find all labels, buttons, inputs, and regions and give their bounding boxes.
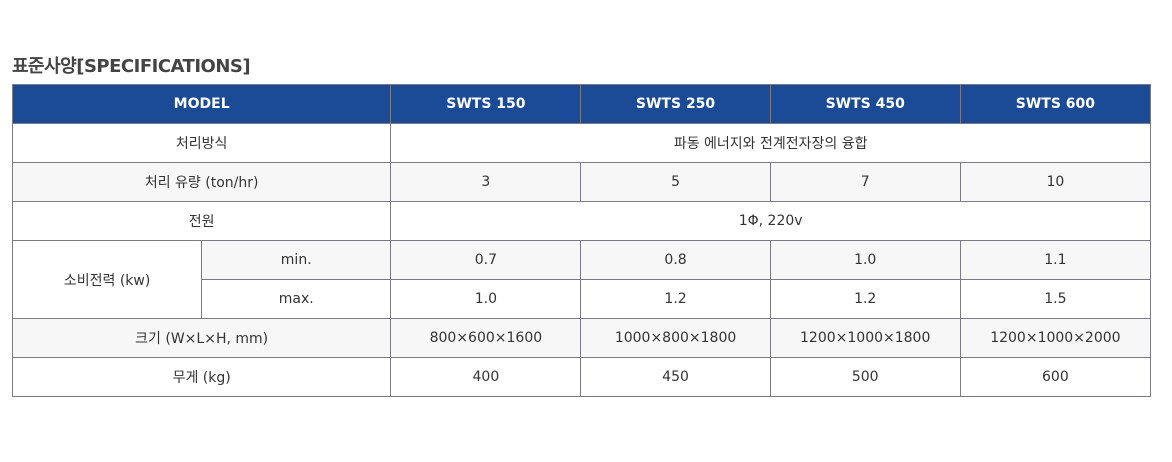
cell: 5: [580, 162, 771, 202]
cell: 800×600×1600: [390, 318, 582, 358]
cell: 1.5: [959, 279, 1152, 319]
cell: 1.2: [580, 279, 771, 319]
cell: 10: [959, 162, 1152, 202]
header-model-4: SWTS 600: [959, 84, 1152, 124]
table-row: 크기 (W×L×H, mm) 800×600×1600 1000×800×180…: [11, 318, 1152, 358]
specifications-table: MODEL SWTS 150 SWTS 250 SWTS 450 SWTS 60…: [11, 84, 1152, 397]
cell: 1000×800×1800: [580, 318, 771, 358]
cell: 1.2: [769, 279, 961, 319]
row-label: 처리 유량 (ton/hr): [11, 162, 392, 202]
row-label: 크기 (W×L×H, mm): [11, 318, 392, 358]
table-row: 무게 (kg) 400 450 500 600: [11, 357, 1152, 397]
cell: 1200×1000×2000: [959, 318, 1152, 358]
header-row: MODEL SWTS 150 SWTS 250 SWTS 450 SWTS 60…: [11, 84, 1152, 124]
header-model: MODEL: [11, 84, 392, 124]
header-model-1: SWTS 150: [390, 84, 582, 124]
cell: 1200×1000×1800: [769, 318, 961, 358]
header-model-3: SWTS 450: [769, 84, 961, 124]
cell: 600: [959, 357, 1152, 397]
row-label: 전원: [11, 201, 392, 241]
cell: 1.1: [959, 240, 1152, 280]
table-row: 처리방식 파동 에너지와 전계전자장의 융합: [11, 123, 1151, 163]
cell: 0.7: [390, 240, 582, 280]
cell: 1.0: [769, 240, 961, 280]
table-row: 소비전력 (kw) min. 0.7 0.8 1.0 1.1: [11, 240, 1152, 319]
cell: 400: [390, 357, 582, 397]
table-row: max. 1.0 1.2 1.2 1.5: [13, 279, 1152, 319]
table-row: 전원 1Φ, 220v: [11, 201, 1151, 241]
page-title: 표준사양[SPECIFICATIONS]: [12, 56, 251, 77]
cell: 3: [390, 162, 582, 202]
header-model-2: SWTS 250: [580, 84, 771, 124]
cell: 450: [580, 357, 771, 397]
cell: 0.8: [580, 240, 771, 280]
cell: 7: [769, 162, 961, 202]
sub-label: max.: [201, 279, 392, 319]
cell: 500: [769, 357, 961, 397]
cell: 1.0: [390, 279, 582, 319]
row-label: 처리방식: [11, 123, 392, 163]
row-label: 소비전력 (kw): [11, 240, 203, 319]
cell: 파동 에너지와 전계전자장의 융합: [390, 123, 1151, 163]
table-row: 처리 유량 (ton/hr) 3 5 7 10: [11, 162, 1152, 202]
row-label: 무게 (kg): [11, 357, 392, 397]
sub-label: min.: [201, 240, 392, 280]
cell: 1Φ, 220v: [390, 201, 1151, 241]
